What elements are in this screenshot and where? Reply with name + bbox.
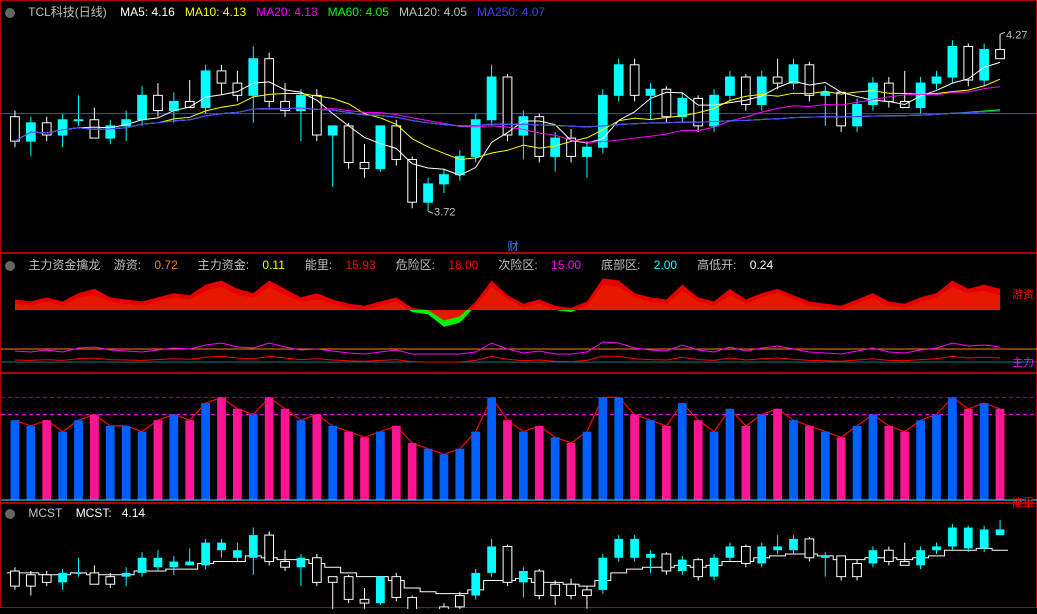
main-header: TCL科技(日线) MA5: 4.16 MA10: 4.13 MA20: 4.13 M… (5, 3, 565, 20)
mcst-panel[interactable]: MCST MCST: 4.14 (0, 503, 1037, 608)
toggle-icon[interactable] (5, 509, 15, 519)
ma-legend-item: MA10: 4.13 (185, 5, 246, 19)
flow-header: 主力资金擒龙 游资: 0.72 主力资金: 0.11 能里: 15.93 危险区: 1… (5, 256, 803, 273)
flow-legend-item: 能里: 15.93 (305, 258, 386, 272)
svg-text:3.72: 3.72 (434, 206, 455, 218)
mcst-label: MCST: (76, 506, 112, 520)
svg-text:4.27: 4.27 (1006, 29, 1027, 41)
mcst-title: MCST (28, 506, 62, 520)
flow-legend-item: 底部区: 2.00 (601, 258, 687, 272)
capital-flow-panel[interactable]: 主力资金擒龙 游资: 0.72 主力资金: 0.11 能里: 15.93 危险区: 1… (0, 253, 1037, 373)
ma-legend-item: MA20: 4.13 (256, 5, 317, 19)
svg-text:财: 财 (508, 239, 519, 253)
ma-legend-item: MA5: 4.16 (120, 5, 175, 19)
mcst-value: 4.14 (122, 506, 145, 520)
ma-legend-item: MA250: 4.07 (477, 5, 545, 19)
mcst-header: MCST MCST: 4.14 (5, 506, 155, 520)
ma-legend-item: MA60: 4.05 (328, 5, 389, 19)
ma-legend-item: MA120: 4.05 (399, 5, 467, 19)
toggle-icon[interactable] (5, 261, 15, 271)
flow-legend-item: 次险区: 15.00 (498, 258, 591, 272)
flow-legend-item: 高低开: 0.24 (697, 258, 783, 272)
flow-legend-item: 主力资金: 0.11 (198, 258, 295, 272)
energy-panel[interactable]: 能里 (0, 373, 1037, 503)
axis-label: 主力 (1012, 354, 1034, 370)
stock-title: TCL科技(日线) (28, 5, 107, 19)
flow-title: 主力资金擒龙 (28, 258, 100, 272)
toggle-icon[interactable] (5, 8, 15, 18)
flow-legend-item: 游资: 0.72 (114, 258, 188, 272)
flow-legend-item: 危险区: 18.00 (396, 258, 489, 272)
candlestick-panel[interactable]: TCL科技(日线) MA5: 4.16 MA10: 4.13 MA20: 4.13 M… (0, 0, 1037, 253)
axis-label: 游资 (1012, 286, 1034, 302)
